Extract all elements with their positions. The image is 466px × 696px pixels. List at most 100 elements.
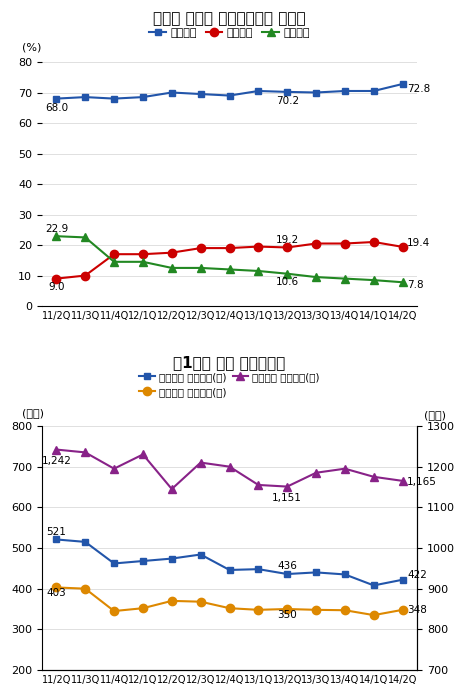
체크카드: [140, 250, 146, 258]
신용카드: [255, 87, 261, 95]
체크카드: [82, 271, 88, 280]
Text: 22.9: 22.9: [45, 223, 68, 234]
해외카드 구매실적(좌): [400, 606, 405, 614]
직불카드: [169, 264, 175, 272]
신용카드: [400, 80, 405, 88]
해외카드 구매실적(좌): [82, 585, 88, 593]
해외카드 이용실적(좌): [342, 570, 348, 578]
체크카드: [111, 250, 117, 258]
체크카드: [400, 243, 405, 251]
해외카드 구매실적(좌): [284, 605, 290, 613]
해외현금 인출실적(우): [169, 485, 175, 493]
Text: 350: 350: [277, 610, 297, 620]
체크카드: [342, 239, 348, 248]
해외카드 구매실적(좌): [342, 606, 348, 615]
해외현금 인출실적(우): [400, 477, 405, 485]
체크카드: [198, 244, 204, 252]
체크카드: [54, 274, 59, 283]
해외현금 인출실적(우): [54, 445, 59, 454]
Text: 9.0: 9.0: [48, 282, 65, 292]
해외카드 구매실적(좌): [371, 611, 377, 619]
직불카드: [111, 258, 117, 266]
Title: 《1인당 카드 해외이용》: 《1인당 카드 해외이용》: [173, 356, 286, 371]
해외카드 이용실적(좌): [198, 551, 204, 559]
직불카드: [82, 233, 88, 242]
해외카드 이용실적(좌): [313, 568, 319, 576]
해외카드 구매실적(좌): [140, 604, 146, 612]
해외카드 이용실적(좌): [255, 565, 261, 574]
체크카드: [371, 238, 377, 246]
해외현금 인출실적(우): [342, 464, 348, 473]
해외카드 구매실적(좌): [54, 583, 59, 592]
해외카드 구매실적(좌): [111, 607, 117, 615]
해외카드 이용실적(좌): [226, 566, 232, 574]
Text: 19.2: 19.2: [275, 235, 299, 245]
해외카드 이용실적(좌): [140, 557, 146, 565]
Text: 1,151: 1,151: [272, 493, 302, 503]
신용카드: [313, 88, 319, 97]
Text: 70.2: 70.2: [276, 96, 299, 106]
신용카드: [226, 91, 232, 100]
해외현금 인출실적(우): [198, 459, 204, 467]
Text: 68.0: 68.0: [45, 103, 68, 113]
직불카드: [255, 267, 261, 275]
신용카드: [169, 88, 175, 97]
해외현금 인출실적(우): [371, 473, 377, 481]
신용카드: [111, 95, 117, 103]
Legend: 신용카드, 체크카드, 직불카드: 신용카드, 체크카드, 직불카드: [145, 24, 314, 42]
직불카드: [284, 269, 290, 278]
Line: 해외현금 인출실적(우): 해외현금 인출실적(우): [52, 445, 407, 493]
직불카드: [140, 258, 146, 266]
Text: (달러): (달러): [22, 408, 44, 418]
Line: 체크카드: 체크카드: [52, 238, 407, 283]
Text: 521: 521: [47, 527, 66, 537]
체크카드: [169, 248, 175, 257]
직불카드: [313, 273, 319, 281]
Text: 10.6: 10.6: [276, 277, 299, 287]
직불카드: [226, 265, 232, 274]
Text: 1,165: 1,165: [407, 477, 437, 487]
체크카드: [313, 239, 319, 248]
신용카드: [198, 90, 204, 98]
Line: 직불카드: 직불카드: [52, 232, 407, 287]
Text: 19.4: 19.4: [407, 238, 430, 248]
해외카드 구매실적(좌): [198, 598, 204, 606]
Text: 403: 403: [47, 588, 66, 599]
해외카드 이용실적(좌): [371, 581, 377, 590]
해외카드 구매실적(좌): [255, 606, 261, 614]
해외카드 이용실적(좌): [169, 555, 175, 563]
Text: (달러): (달러): [424, 410, 446, 420]
직불카드: [371, 276, 377, 284]
직불카드: [198, 264, 204, 272]
체크카드: [255, 242, 261, 251]
해외카드 이용실적(좌): [82, 538, 88, 546]
해외현금 인출실적(우): [111, 464, 117, 473]
신용카드: [284, 88, 290, 96]
Text: 72.8: 72.8: [407, 84, 430, 93]
해외카드 이용실적(좌): [284, 570, 290, 578]
해외현금 인출실적(우): [255, 481, 261, 489]
신용카드: [54, 95, 59, 103]
체크카드: [226, 244, 232, 252]
Text: 1,242: 1,242: [41, 456, 71, 466]
Line: 해외카드 구매실적(좌): 해외카드 구매실적(좌): [52, 583, 407, 619]
해외카드 구매실적(좌): [313, 606, 319, 614]
Text: 436: 436: [277, 561, 297, 571]
해외현금 인출실적(우): [313, 468, 319, 477]
체크카드: [284, 244, 290, 252]
해외현금 인출실적(우): [140, 450, 146, 459]
Text: 348: 348: [407, 605, 427, 615]
해외현금 인출실적(우): [284, 482, 290, 491]
Line: 신용카드: 신용카드: [53, 81, 406, 102]
해외현금 인출실적(우): [82, 448, 88, 457]
직불카드: [54, 232, 59, 240]
직불카드: [342, 274, 348, 283]
해외카드 이용실적(좌): [400, 576, 405, 584]
해외카드 구매실적(좌): [226, 604, 232, 612]
Legend: 해외카드 이용실적(좌), 해외카드 구매실적(좌), 해외현금 인출실적(우): 해외카드 이용실적(좌), 해외카드 구매실적(좌), 해외현금 인출실적(우): [135, 367, 324, 402]
Line: 해외카드 이용실적(좌): 해외카드 이용실적(좌): [53, 536, 406, 589]
Title: 《카드 종류별 해외이용실적 비중》: 《카드 종류별 해외이용실적 비중》: [153, 11, 306, 26]
신용카드: [342, 87, 348, 95]
해외현금 인출실적(우): [226, 462, 232, 470]
Text: 422: 422: [407, 570, 427, 580]
